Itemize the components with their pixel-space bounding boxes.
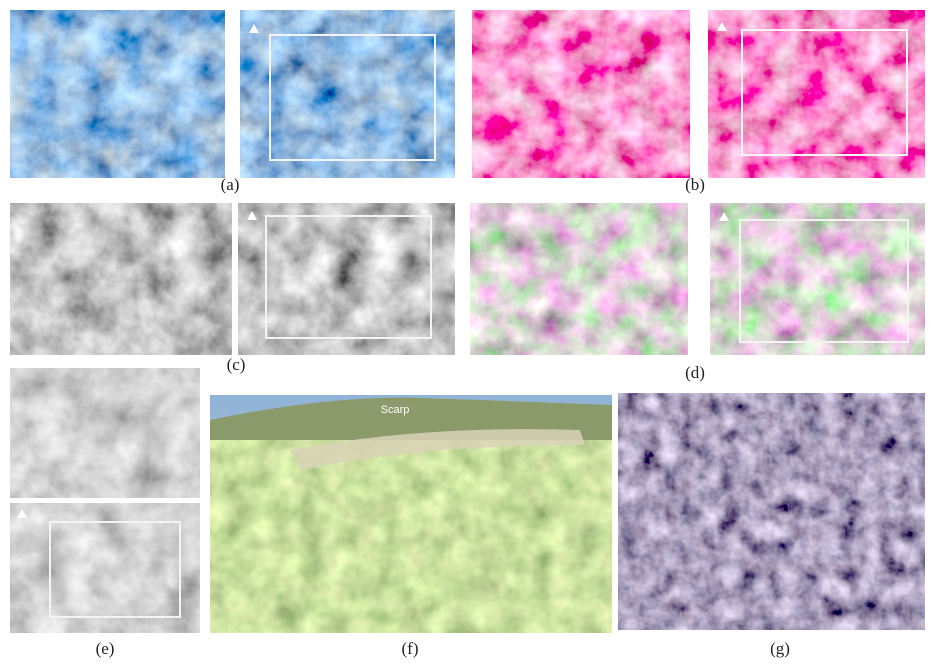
satellite-image	[708, 10, 925, 178]
panel-label: (e)	[96, 639, 115, 658]
annotation: Scarp	[381, 404, 410, 416]
panel-label: (b)	[685, 175, 705, 194]
satellite-image	[238, 203, 455, 355]
satellite-image	[472, 10, 690, 178]
satellite-image	[710, 203, 925, 355]
panel-label: (f)	[402, 639, 419, 658]
rock-photo	[618, 393, 925, 630]
panel-label: (a)	[221, 175, 240, 194]
satellite-image	[10, 368, 200, 498]
panel-label: (c)	[227, 355, 246, 374]
figure: (a) (b) (c) (d) Scarp (e) (f) (g)	[0, 0, 933, 663]
panel-label: (d)	[685, 363, 705, 382]
panel-label: (g)	[770, 639, 790, 658]
page: (a) (b) (c) (d) Scarp (e) (f) (g) (() =>…	[0, 0, 933, 663]
satellite-image	[10, 203, 232, 355]
slope	[210, 440, 612, 633]
satellite-image	[10, 10, 225, 178]
field-photo: Scarp	[210, 395, 612, 633]
satellite-image	[470, 203, 688, 355]
